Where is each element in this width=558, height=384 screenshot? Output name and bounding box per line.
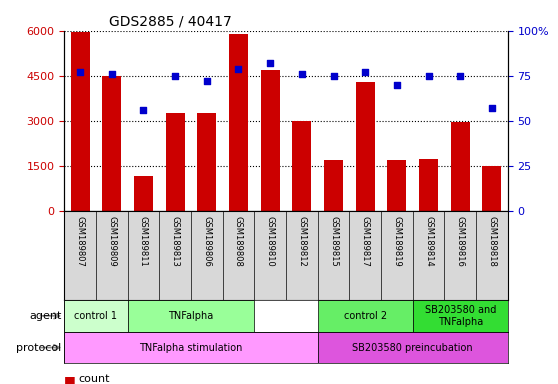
Text: SB203580 and
TNFalpha: SB203580 and TNFalpha [425,305,496,327]
Bar [413,300,508,332]
Text: GSM189807: GSM189807 [75,216,84,266]
Point [139,107,148,113]
Point [488,105,497,111]
Text: GSM189808: GSM189808 [234,216,243,266]
Text: GSM189811: GSM189811 [139,216,148,266]
Text: control 2: control 2 [344,311,387,321]
Bar [64,300,128,332]
Text: count: count [78,374,109,384]
Bar [64,332,318,363]
Bar [355,82,375,211]
Text: GSM189814: GSM189814 [424,216,433,266]
Text: GSM189810: GSM189810 [266,216,275,266]
Point [329,73,338,79]
Text: SB203580 preincubation: SB203580 preincubation [353,343,473,353]
Text: GSM189809: GSM189809 [107,216,116,266]
Bar [134,176,153,211]
Text: GSM189816: GSM189816 [456,216,465,266]
Text: control 1: control 1 [74,311,117,321]
Bar [451,122,470,211]
Bar [483,166,502,211]
Bar [128,300,254,332]
Point [392,82,401,88]
Bar [292,121,311,211]
Bar [261,70,280,211]
Bar [166,113,185,211]
Point [75,69,84,75]
Text: GSM189818: GSM189818 [488,216,497,266]
Bar [324,160,343,211]
Point [424,73,433,79]
Text: GSM189813: GSM189813 [171,216,180,266]
Bar [229,34,248,211]
Text: ■: ■ [64,374,76,384]
Bar [419,159,438,211]
Point [456,73,465,79]
Text: TNFalpha: TNFalpha [169,311,214,321]
Point [360,69,369,75]
Point [171,73,180,79]
Text: GDS2885 / 40417: GDS2885 / 40417 [108,14,231,28]
Text: GSM189806: GSM189806 [202,216,211,266]
Bar [387,160,406,211]
Point [234,66,243,72]
Text: GSM189819: GSM189819 [392,216,401,266]
Point [107,71,116,77]
Text: protocol: protocol [16,343,61,353]
Bar [318,300,413,332]
Point [297,71,306,77]
Text: GSM189812: GSM189812 [297,216,306,266]
Text: GSM189817: GSM189817 [360,216,370,266]
Point [266,60,275,66]
Bar [70,32,89,211]
Text: TNFalpha stimulation: TNFalpha stimulation [140,343,243,353]
Bar [102,76,121,211]
Bar [318,332,508,363]
Text: agent: agent [29,311,61,321]
Bar [198,113,217,211]
Text: GSM189815: GSM189815 [329,216,338,266]
Point [203,78,211,84]
